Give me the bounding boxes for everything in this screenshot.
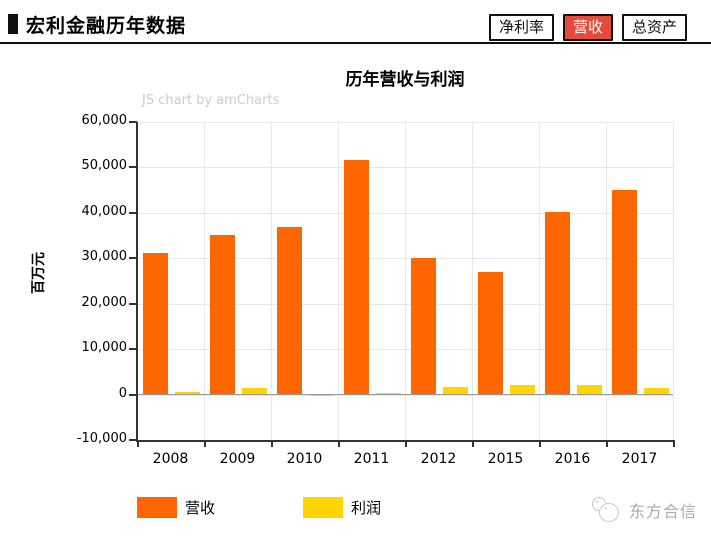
chart-title: 历年营收与利润 bbox=[345, 70, 465, 89]
gridline-vertical bbox=[338, 122, 339, 440]
bar-利润-2017[interactable] bbox=[644, 387, 669, 395]
x-axis-tick bbox=[673, 440, 675, 447]
bar-利润-2011[interactable] bbox=[376, 393, 401, 395]
x-axis-tick bbox=[405, 440, 407, 447]
y-axis-tick bbox=[129, 121, 137, 123]
gridline-vertical bbox=[271, 122, 272, 440]
amcharts-watermark-link[interactable]: JS chart by amCharts bbox=[142, 93, 280, 108]
zero-baseline bbox=[137, 394, 673, 396]
x-axis-tick bbox=[606, 440, 608, 447]
gridline-horizontal bbox=[137, 167, 673, 169]
metric-toggle-group: 净利率 营收 总资产 bbox=[488, 14, 687, 41]
bar-利润-2016[interactable] bbox=[577, 384, 602, 395]
title-marker-block bbox=[8, 14, 18, 34]
x-axis-tick-label: 2016 bbox=[554, 451, 591, 467]
y-axis-line bbox=[136, 122, 138, 442]
header-divider bbox=[0, 42, 711, 44]
y-axis-tick-label: 40,000 bbox=[81, 203, 128, 219]
x-axis-tick-label: 2010 bbox=[286, 451, 323, 467]
gridline-horizontal bbox=[137, 212, 673, 214]
x-axis-tick-label: 2017 bbox=[621, 451, 658, 467]
metric-button-2[interactable]: 总资产 bbox=[621, 14, 687, 41]
legend-label: 营收 bbox=[185, 499, 216, 517]
gridline-horizontal bbox=[137, 349, 673, 351]
x-axis-tick-label: 2008 bbox=[152, 451, 189, 467]
bar-利润-2012[interactable] bbox=[443, 387, 468, 395]
metric-button-0[interactable]: 净利率 bbox=[488, 14, 554, 41]
y-axis-tick-label: 20,000 bbox=[81, 294, 128, 310]
x-axis-tick-label: 2009 bbox=[219, 451, 256, 467]
bar-利润-2015[interactable] bbox=[510, 385, 535, 395]
brand-logo-icon bbox=[591, 495, 623, 525]
gridline-vertical bbox=[204, 122, 205, 440]
bar-营收-2012[interactable] bbox=[411, 258, 436, 395]
bar-营收-2008[interactable] bbox=[143, 253, 168, 395]
y-axis-tick-label: -10,000 bbox=[76, 431, 127, 446]
x-axis-tick-label: 2015 bbox=[487, 451, 524, 467]
gridline-horizontal bbox=[137, 122, 673, 123]
bar-营收-2016[interactable] bbox=[545, 211, 570, 395]
y-axis-tick bbox=[129, 302, 137, 305]
gridline-vertical bbox=[673, 122, 674, 440]
legend-label: 利润 bbox=[351, 499, 382, 517]
y-axis-tick bbox=[129, 439, 137, 441]
metric-button-1[interactable]: 营收 bbox=[562, 14, 613, 41]
gridline-vertical bbox=[405, 122, 406, 440]
legend-item-营收[interactable]: 营收 bbox=[137, 497, 215, 518]
x-axis-tick bbox=[137, 440, 139, 447]
y-axis-tick-label: 0 bbox=[118, 385, 127, 401]
gridline-horizontal bbox=[137, 258, 673, 260]
y-axis-tick-label: 50,000 bbox=[81, 158, 128, 174]
bar-营收-2009[interactable] bbox=[210, 234, 235, 395]
gridline-horizontal bbox=[137, 303, 673, 305]
gridline-vertical bbox=[539, 122, 540, 440]
legend-item-利润[interactable]: 利润 bbox=[303, 497, 381, 518]
gridline-horizontal bbox=[137, 394, 673, 396]
x-axis-tick-label: 2012 bbox=[420, 451, 457, 467]
x-axis-tick bbox=[472, 440, 474, 447]
y-axis-tick bbox=[129, 211, 137, 214]
bar-营收-2017[interactable] bbox=[612, 189, 637, 395]
gridline-vertical bbox=[472, 122, 473, 440]
y-axis-tick bbox=[129, 166, 137, 169]
y-axis-tick-label: 60,000 bbox=[81, 113, 128, 128]
brand-watermark: 东方合信 bbox=[591, 495, 697, 525]
y-axis-tick-label: 10,000 bbox=[81, 340, 128, 356]
bar-利润-2008[interactable] bbox=[175, 392, 200, 395]
legend-swatch bbox=[303, 497, 343, 518]
bar-营收-2010[interactable] bbox=[277, 227, 302, 395]
bar-营收-2011[interactable] bbox=[344, 160, 369, 395]
x-axis-line bbox=[136, 440, 674, 442]
bar-利润-2010[interactable] bbox=[309, 394, 334, 397]
page-title: 宏利金融历年数据 bbox=[26, 16, 187, 37]
bar-利润-2009[interactable] bbox=[242, 388, 267, 395]
x-axis-tick-label: 2011 bbox=[353, 451, 390, 467]
bar-营收-2015[interactable] bbox=[478, 272, 503, 395]
brand-name: 东方合信 bbox=[628, 502, 697, 521]
y-axis-title: 百万元 bbox=[32, 252, 47, 294]
x-axis-tick bbox=[539, 440, 541, 447]
gridline-vertical bbox=[606, 122, 607, 440]
y-axis-tick bbox=[129, 348, 137, 351]
x-axis-tick bbox=[271, 440, 273, 447]
y-axis-tick bbox=[129, 257, 137, 260]
x-axis-tick bbox=[204, 440, 206, 447]
y-axis-tick-label: 30,000 bbox=[81, 249, 128, 265]
y-axis-tick bbox=[129, 393, 137, 396]
x-axis-tick bbox=[338, 440, 340, 447]
legend-swatch bbox=[137, 497, 177, 518]
